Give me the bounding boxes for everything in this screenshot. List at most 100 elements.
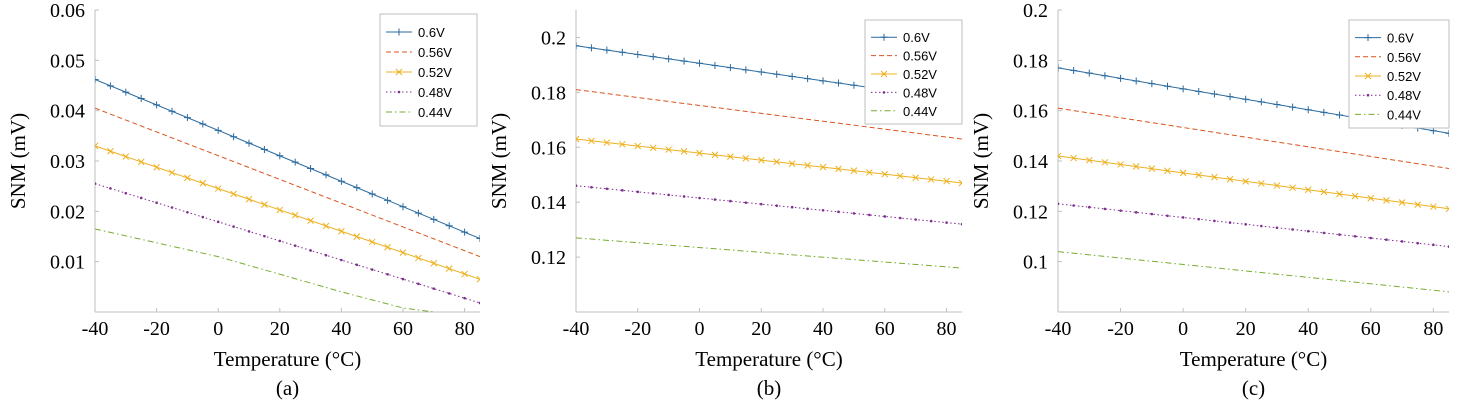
data-point-marker bbox=[1072, 204, 1075, 207]
data-point-marker bbox=[898, 216, 902, 220]
legend-marker bbox=[1366, 93, 1370, 97]
y-tick-label: 0.18 bbox=[531, 82, 566, 104]
data-point-marker bbox=[1289, 103, 1297, 111]
data-point-marker bbox=[1385, 238, 1388, 242]
legend: 0.6V 0.56V 0.52V 0.48V 0.44V bbox=[1348, 19, 1450, 129]
legend-label: 0.52V bbox=[418, 65, 452, 80]
series-line-0.52V bbox=[576, 138, 962, 184]
legend-label: 0.6V bbox=[903, 30, 930, 45]
data-point-marker bbox=[260, 145, 268, 153]
data-point-marker bbox=[929, 219, 933, 223]
data-point-marker bbox=[340, 258, 343, 262]
data-point-marker bbox=[1132, 77, 1140, 85]
data-point-marker bbox=[587, 44, 595, 52]
data-point-marker bbox=[186, 210, 189, 214]
data-point-marker bbox=[263, 234, 266, 238]
data-point-marker bbox=[1304, 186, 1312, 194]
data-point-marker bbox=[590, 185, 593, 189]
data-point-marker bbox=[1101, 158, 1109, 166]
data-point-marker bbox=[124, 191, 128, 195]
data-point-marker bbox=[1213, 219, 1216, 223]
data-point-marker bbox=[153, 163, 160, 171]
panel-caption: (c) bbox=[1242, 376, 1265, 400]
data-point-marker bbox=[868, 213, 871, 217]
data-point-marker bbox=[1148, 80, 1156, 88]
data-point-marker bbox=[353, 233, 361, 240]
data-point-marker bbox=[184, 174, 191, 182]
data-point-marker bbox=[680, 57, 688, 65]
panel-caption: (a) bbox=[276, 376, 299, 400]
data-point-marker bbox=[201, 215, 205, 219]
data-point-marker bbox=[1179, 169, 1187, 177]
data-point-marker bbox=[1163, 82, 1171, 90]
y-tick-label: 0.16 bbox=[1013, 101, 1048, 123]
data-point-marker bbox=[729, 199, 732, 203]
x-tick-label: 80 bbox=[1423, 318, 1443, 340]
data-point-marker bbox=[1414, 201, 1422, 208]
x-tick-label: 60 bbox=[1361, 318, 1381, 340]
data-point-marker bbox=[1166, 214, 1169, 218]
legend-marker bbox=[395, 68, 403, 76]
panel-caption: (b) bbox=[757, 376, 782, 400]
data-point-marker bbox=[744, 201, 748, 204]
legend-label: 0.6V bbox=[418, 25, 445, 40]
data-point-marker bbox=[1179, 85, 1187, 93]
x-tick-label: 40 bbox=[1298, 318, 1318, 340]
data-point-marker bbox=[1336, 190, 1343, 198]
data-point-marker bbox=[1338, 233, 1341, 236]
data-point-marker bbox=[881, 170, 889, 178]
data-point-marker bbox=[155, 201, 158, 205]
x-tick-label: 40 bbox=[331, 318, 351, 340]
x-tick-label: 0 bbox=[213, 318, 223, 340]
data-point-marker bbox=[1320, 188, 1328, 196]
data-point-marker bbox=[1181, 216, 1185, 219]
data-point-marker bbox=[1273, 182, 1281, 189]
data-point-marker bbox=[261, 201, 268, 208]
data-point-marker bbox=[866, 169, 873, 176]
data-point-marker bbox=[170, 206, 174, 209]
data-point-marker bbox=[1447, 245, 1449, 248]
x-tick-label: -40 bbox=[82, 318, 109, 340]
x-tick-label: 40 bbox=[813, 318, 833, 340]
data-point-marker bbox=[713, 198, 717, 201]
y-axis-label: SNM (mV) bbox=[969, 113, 993, 209]
x-tick-label: 80 bbox=[455, 318, 475, 340]
y-tick-label: 0.2 bbox=[541, 27, 566, 49]
data-point-marker bbox=[1244, 223, 1247, 226]
data-point-marker bbox=[696, 149, 703, 157]
data-point-marker bbox=[95, 182, 97, 185]
data-point-marker bbox=[355, 263, 359, 267]
data-point-marker bbox=[1195, 171, 1203, 179]
data-point-marker bbox=[576, 42, 580, 50]
data-point-marker bbox=[432, 287, 436, 290]
data-point-marker bbox=[698, 196, 701, 200]
data-point-marker bbox=[478, 301, 480, 305]
data-point-marker bbox=[384, 196, 392, 204]
data-point-marker bbox=[463, 296, 466, 300]
data-point-marker bbox=[461, 270, 468, 278]
data-point-marker bbox=[649, 53, 657, 61]
data-point-marker bbox=[1058, 152, 1062, 160]
data-point-marker bbox=[1226, 175, 1234, 183]
x-tick-label: 20 bbox=[270, 318, 290, 340]
data-point-marker bbox=[806, 207, 809, 211]
data-point-marker bbox=[1289, 184, 1296, 192]
data-point-marker bbox=[139, 196, 143, 200]
y-axis-label: SNM (mV) bbox=[487, 113, 511, 209]
data-point-marker bbox=[1430, 203, 1437, 211]
series-line-0.48V bbox=[576, 185, 962, 225]
legend-label: 0.52V bbox=[903, 67, 937, 82]
data-point-marker bbox=[368, 238, 376, 246]
x-tick-label: 80 bbox=[937, 318, 957, 340]
data-point-marker bbox=[1291, 228, 1294, 231]
series-line-0.44V bbox=[1058, 251, 1449, 293]
data-point-marker bbox=[912, 174, 920, 182]
chart-panel-2: -40 -20 0 20 40 60 80 0.12 0.14 0.16 0.18 0.2 Temper… bbox=[487, 10, 963, 400]
data-point-marker bbox=[790, 205, 794, 209]
data-point-marker bbox=[850, 167, 858, 175]
data-point-marker bbox=[1242, 177, 1250, 185]
data-point-marker bbox=[1383, 197, 1390, 204]
legend-label: 0.44V bbox=[903, 104, 937, 119]
data-point-marker bbox=[322, 222, 330, 230]
data-point-marker bbox=[447, 292, 451, 295]
